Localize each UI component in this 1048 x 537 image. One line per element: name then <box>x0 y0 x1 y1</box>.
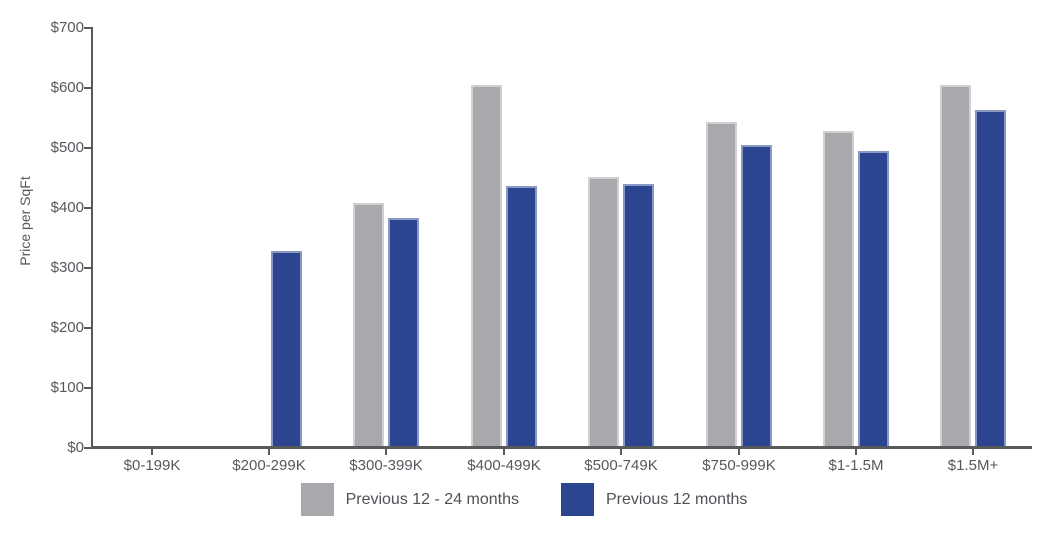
bar-prev-12-24 <box>706 122 737 446</box>
legend-swatch-icon <box>300 483 334 516</box>
y-tick-label: $100 <box>50 378 84 396</box>
legend: Previous 12 - 24 months Previous 12 month… <box>0 483 1048 516</box>
y-tick-label: $300 <box>50 258 84 276</box>
bar-prev-12 <box>858 151 889 446</box>
y-tick <box>84 86 91 89</box>
bar-prev-12 <box>506 186 537 446</box>
y-tick-label: $400 <box>50 198 84 216</box>
y-tick-label: $0 <box>67 438 84 456</box>
x-tick <box>503 449 505 455</box>
x-tick <box>738 449 740 455</box>
x-tick-label: $1.5M+ <box>947 457 999 474</box>
legend-item-prev-12: Previous 12 months <box>561 483 747 516</box>
y-tick <box>84 26 91 29</box>
bar-prev-12 <box>388 218 419 446</box>
y-tick <box>84 326 91 329</box>
x-tick-label: $0-199K <box>123 457 181 474</box>
bar-prev-12-24 <box>471 85 502 446</box>
y-axis-title: Price per SqFt <box>17 176 33 266</box>
bar-prev-12 <box>623 184 654 446</box>
x-tick <box>620 449 622 455</box>
x-tick-label: $1-1.5M <box>828 457 884 474</box>
x-tick <box>268 449 270 455</box>
bar-prev-12 <box>975 110 1006 446</box>
x-tick-label: $300-399K <box>349 457 423 474</box>
bar-prev-12 <box>741 145 772 446</box>
x-tick-label: $200-299K <box>232 457 306 474</box>
x-axis-line <box>91 446 1032 449</box>
y-tick <box>84 206 91 209</box>
x-tick-label: $400-499K <box>467 457 541 474</box>
x-tick-label: $750-999K <box>702 457 776 474</box>
y-tick-label: $600 <box>50 78 84 96</box>
legend-swatch-icon <box>561 483 594 516</box>
y-tick <box>84 386 91 389</box>
bar-prev-12-24 <box>588 177 619 446</box>
y-tick <box>84 446 91 449</box>
bar-prev-12 <box>271 251 302 446</box>
bar-prev-12-24 <box>940 85 971 446</box>
bar-prev-12-24 <box>823 131 854 446</box>
y-axis-line <box>91 27 93 449</box>
x-tick <box>972 449 974 455</box>
x-tick <box>151 449 153 455</box>
x-tick <box>855 449 857 455</box>
y-tick <box>84 146 91 149</box>
bar-prev-12-24 <box>353 203 384 446</box>
y-tick-label: $500 <box>50 138 84 156</box>
legend-label: Previous 12 - 24 months <box>345 490 519 508</box>
x-tick-label: $500-749K <box>584 457 658 474</box>
legend-item-prev-12-24: Previous 12 - 24 months <box>300 483 519 516</box>
x-tick <box>385 449 387 455</box>
y-tick-label: $700 <box>50 18 84 36</box>
legend-label: Previous 12 months <box>606 490 748 508</box>
y-tick-label: $200 <box>50 318 84 336</box>
y-tick <box>84 266 91 269</box>
